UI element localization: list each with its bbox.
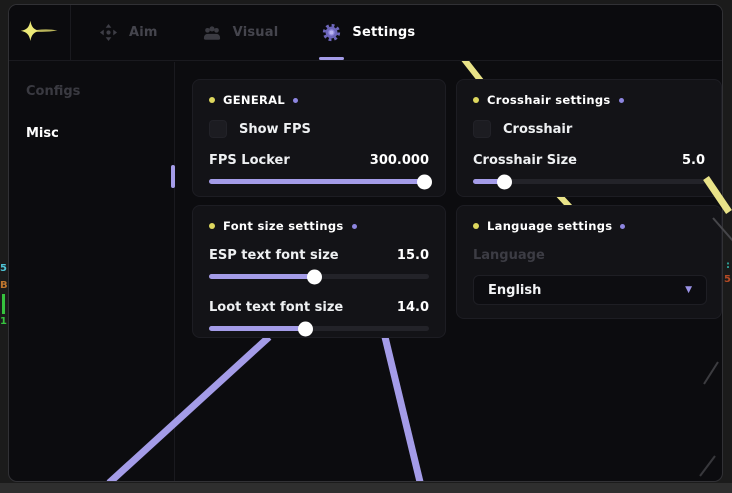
show-fps-checkbox-row[interactable]: Show FPS xyxy=(209,120,429,138)
yellow-dot-icon xyxy=(473,223,479,229)
chevron-down-icon: ▼ xyxy=(685,285,692,295)
panel-language-header: Language settings xyxy=(473,219,705,233)
language-dropdown-value: English xyxy=(488,282,542,298)
crosshair-checkbox[interactable] xyxy=(473,120,491,138)
tab-aim-label: Aim xyxy=(129,25,158,40)
panel-crosshair-settings: Crosshair settings Crosshair Crosshair S… xyxy=(456,79,722,197)
crosshair-label: Crosshair xyxy=(503,121,573,137)
loot-font-slider-handle[interactable] xyxy=(297,321,313,336)
people-group-icon xyxy=(203,25,220,40)
crosshair-size-slider-fill xyxy=(473,174,513,189)
purple-dot-icon xyxy=(292,97,298,103)
crosshair-size-slider-handle[interactable] xyxy=(497,174,513,189)
loot-font-label: Loot text font size xyxy=(209,300,344,315)
crosshair-checkbox-row[interactable]: Crosshair xyxy=(473,120,705,138)
panel-language-settings: Language settings Language English ▼ xyxy=(456,205,722,319)
show-fps-checkbox[interactable] xyxy=(209,120,227,138)
loot-font-row: Loot text font size 14.0 xyxy=(209,300,429,315)
sparkle-logo-icon xyxy=(20,20,57,41)
purple-dot-icon xyxy=(618,97,624,103)
tab-visual-label: Visual xyxy=(232,25,279,40)
esp-right-number: 5 xyxy=(724,274,731,285)
language-dropdown[interactable]: English ▼ xyxy=(473,275,707,305)
crosshair-size-label: Crosshair Size xyxy=(473,153,577,168)
esp-font-slider[interactable] xyxy=(209,269,429,284)
esp-font-value: 15.0 xyxy=(396,248,429,263)
loot-font-value: 14.0 xyxy=(396,300,429,315)
panel-general: GENERAL Show FPS FPS Locker 300.000 xyxy=(192,79,446,197)
esp-font-slider-fill xyxy=(209,269,322,284)
esp-font-label: ESP text font size xyxy=(209,248,339,263)
settings-window: Aim Visual xyxy=(8,4,723,482)
logo-box xyxy=(9,5,71,60)
fps-locker-slider[interactable] xyxy=(209,174,432,189)
gear-icon xyxy=(323,23,341,42)
crosshair-size-value: 5.0 xyxy=(681,153,705,168)
tab-settings-label: Settings xyxy=(352,25,416,40)
esp-font-row: ESP text font size 15.0 xyxy=(209,248,429,263)
panel-crosshair-title: Crosshair settings xyxy=(487,93,611,107)
loot-font-slider-fill xyxy=(209,321,313,336)
esp-health-bar xyxy=(2,294,5,314)
tab-visual[interactable]: Visual xyxy=(202,5,279,61)
panel-font-header: Font size settings xyxy=(209,219,429,233)
esp-left-number: 5 xyxy=(0,263,7,274)
esp-font-slider-handle[interactable] xyxy=(306,269,322,284)
sidebar-item-misc-label: Misc xyxy=(26,126,59,141)
crosshair-size-row: Crosshair Size 5.0 xyxy=(473,153,705,168)
crosshair-size-slider[interactable] xyxy=(473,174,705,189)
sidebar-divider xyxy=(174,62,175,481)
fps-locker-slider-handle[interactable] xyxy=(416,174,432,189)
panel-font-size-settings: Font size settings ESP text font size 15… xyxy=(192,205,446,338)
sidebar-item-configs-label: Configs xyxy=(26,84,81,99)
move-crosshair-icon xyxy=(99,23,118,42)
purple-dot-icon xyxy=(351,223,357,229)
loot-font-slider[interactable] xyxy=(209,321,429,336)
yellow-dot-icon xyxy=(209,223,215,229)
sidebar-item-configs[interactable]: Configs xyxy=(9,84,175,99)
panel-general-title: GENERAL xyxy=(223,93,285,107)
fps-locker-row: FPS Locker 300.000 xyxy=(209,153,429,168)
yellow-dot-icon xyxy=(473,97,479,103)
show-fps-label: Show FPS xyxy=(239,121,311,137)
tab-settings[interactable]: Settings xyxy=(319,5,416,61)
esp-right-colon: : xyxy=(726,260,730,271)
fps-locker-slider-fill xyxy=(209,174,432,189)
fps-locker-value: 300.000 xyxy=(369,153,429,168)
sidebar-item-misc[interactable]: Misc xyxy=(9,126,175,141)
sidebar: Configs Misc xyxy=(9,62,175,481)
tab-aim[interactable]: Aim xyxy=(99,5,158,61)
background-floor-strip xyxy=(0,483,732,493)
purple-dot-icon xyxy=(620,223,626,229)
esp-left-letter: B xyxy=(0,280,8,291)
fps-locker-label: FPS Locker xyxy=(209,153,290,168)
tab-bar: Aim Visual xyxy=(99,5,415,60)
yellow-dot-icon xyxy=(209,97,215,103)
esp-left-bottom-number: 1 xyxy=(0,316,7,327)
panel-crosshair-header: Crosshair settings xyxy=(473,93,705,107)
panel-language-title: Language settings xyxy=(487,219,613,233)
panel-font-title: Font size settings xyxy=(223,219,344,233)
top-bar: Aim Visual xyxy=(9,5,722,61)
active-sidebar-indicator xyxy=(171,165,175,188)
language-field-label: Language xyxy=(473,248,545,263)
panel-general-header: GENERAL xyxy=(209,93,429,107)
active-tab-indicator xyxy=(319,56,345,60)
